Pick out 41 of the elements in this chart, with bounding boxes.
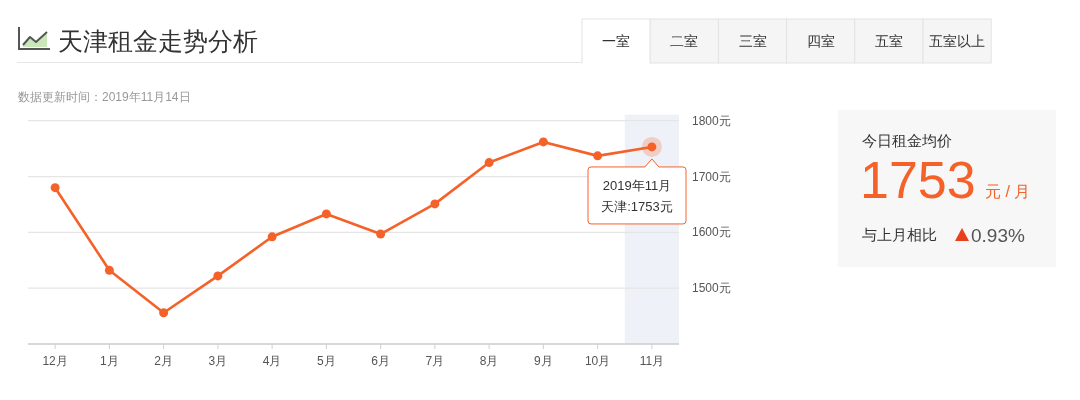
x-tick-label: 9月 [534, 354, 553, 368]
text: 1753 [860, 151, 976, 209]
point [430, 199, 440, 209]
text: 与上月相比 [862, 226, 937, 243]
point [104, 265, 114, 275]
x-tick-label: 5月 [317, 354, 336, 368]
x-tick-label: 1月 [100, 354, 119, 368]
x-tick-label: 4月 [262, 354, 282, 368]
y-tick-label: 1800元 [692, 113, 731, 128]
y-tick-label: 1600元 [692, 225, 731, 240]
point [321, 209, 331, 219]
x-tick-label: 8月 [479, 354, 499, 368]
chart-title: 天津租金走势分析 [58, 27, 258, 55]
text: 0.93% [971, 225, 1025, 246]
x-tick-label: 11月 [639, 354, 665, 368]
x-tick-label: 10月 [584, 354, 611, 368]
text: 今日租金均价 [862, 132, 952, 149]
x-tick-label: 7月 [425, 354, 445, 368]
point [593, 151, 603, 161]
tab[interactable]: 五室 [854, 18, 924, 64]
x-tick-label: 12月 [42, 354, 68, 368]
point [213, 271, 223, 281]
point [159, 308, 169, 318]
y-tick-label: 1700元 [692, 169, 731, 184]
tab[interactable]: 二室 [649, 18, 719, 64]
tab[interactable]: 一室 [581, 18, 651, 64]
tab[interactable]: 四室 [786, 18, 856, 64]
point [267, 232, 277, 242]
point [376, 229, 386, 239]
text: 元 / 月 [985, 183, 1031, 200]
tab[interactable]: 五室以上 [922, 18, 992, 64]
point [50, 183, 60, 193]
point [538, 137, 548, 147]
point [484, 158, 494, 168]
chart-subtitle: 数据更新时间：2019年11月14日 [18, 90, 191, 104]
x-tick-label: 2月 [154, 354, 173, 368]
x-tick-label: 3月 [208, 354, 228, 368]
tab[interactable]: 三室 [717, 18, 788, 64]
x-tick-label: 6月 [371, 354, 390, 368]
y-tick-label: 1500元 [692, 281, 731, 296]
annotation: 2019年11月天津:1753元 [601, 177, 673, 214]
